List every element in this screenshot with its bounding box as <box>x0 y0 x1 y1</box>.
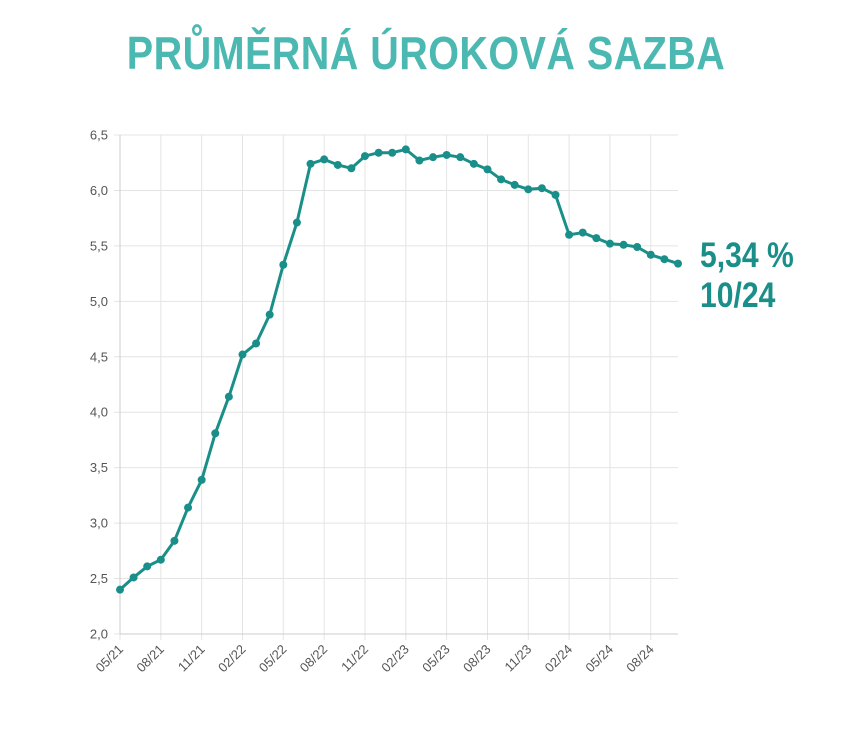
data-point <box>143 562 152 571</box>
data-point <box>197 475 206 484</box>
data-point <box>646 250 655 259</box>
x-tick-label: 05/23 <box>419 642 453 676</box>
x-tick-label: 05/21 <box>93 642 127 676</box>
current-period: 10/24 <box>700 276 776 315</box>
grid-lines <box>114 134 678 640</box>
data-point <box>333 160 342 169</box>
y-tick-label: 3,0 <box>90 516 108 531</box>
data-point <box>633 242 642 251</box>
data-point <box>578 228 587 237</box>
y-tick-label: 4,5 <box>90 349 108 364</box>
data-point <box>456 153 465 162</box>
current-value: 5,34 % <box>700 236 794 275</box>
series-interest-rate <box>116 145 682 594</box>
x-tick-label: 05/24 <box>582 642 616 676</box>
y-tick-label: 4,0 <box>90 405 108 420</box>
data-point <box>347 164 356 173</box>
data-point <box>551 190 560 199</box>
x-tick-label: 08/23 <box>460 642 494 676</box>
y-tick-label: 6,0 <box>90 183 108 198</box>
data-point <box>116 585 124 594</box>
x-tick-label: 11/22 <box>338 642 371 675</box>
data-point <box>401 145 410 154</box>
x-axis-tick-labels: 05/21 08/21 11/21 02/22 05/22 08/22 11/22 02/23… <box>93 642 657 676</box>
x-tick-label: 08/24 <box>623 642 657 676</box>
axes <box>119 135 678 635</box>
data-point <box>510 180 519 189</box>
data-point <box>184 503 193 512</box>
data-point <box>292 218 301 227</box>
data-point <box>360 152 369 161</box>
data-point <box>429 153 438 162</box>
data-point <box>469 159 478 168</box>
data-point <box>483 165 492 174</box>
chart-title: PRŮMĚRNÁ ÚROKOVÁ SAZBA <box>126 27 726 79</box>
data-point <box>129 573 138 582</box>
data-point <box>224 392 233 401</box>
data-point <box>674 259 682 268</box>
data-point <box>497 175 506 184</box>
x-tick-label: 11/21 <box>175 642 208 675</box>
data-point <box>252 339 261 348</box>
data-point <box>415 156 424 165</box>
data-point <box>279 260 288 269</box>
y-tick-label: 6,5 <box>90 128 108 143</box>
data-point <box>156 555 165 564</box>
data-point <box>524 185 533 194</box>
data-point <box>306 159 315 168</box>
data-point <box>170 536 179 545</box>
data-point <box>537 184 546 193</box>
y-tick-label: 3,5 <box>90 460 108 475</box>
data-point <box>265 310 274 319</box>
data-point <box>320 155 329 164</box>
x-tick-label: 08/21 <box>133 642 167 676</box>
current-value-callout: 5,34 % 10/24 <box>700 236 794 316</box>
x-tick-label: 02/23 <box>378 642 412 676</box>
y-tick-label: 5,0 <box>90 294 108 309</box>
x-tick-label: 02/22 <box>215 642 249 676</box>
data-point <box>605 239 614 248</box>
y-tick-label: 2,5 <box>90 571 108 586</box>
y-tick-label: 2,0 <box>90 627 108 642</box>
data-point <box>388 148 397 157</box>
data-point <box>565 230 574 239</box>
data-point <box>442 150 451 159</box>
x-tick-label: 02/24 <box>542 642 576 676</box>
y-tick-label: 5,5 <box>90 238 108 253</box>
data-point <box>619 240 628 249</box>
data-point <box>660 255 669 264</box>
data-point <box>238 350 247 359</box>
x-tick-label: 05/22 <box>256 642 290 676</box>
data-point <box>211 429 220 438</box>
x-tick-label: 11/23 <box>501 642 534 675</box>
data-point <box>592 234 601 243</box>
x-tick-label: 08/22 <box>297 642 331 676</box>
y-axis-tick-labels: 2,0 2,5 3,0 3,5 4,0 4,5 5,0 5,5 6,0 6,5 <box>90 128 108 642</box>
data-point <box>374 148 383 157</box>
